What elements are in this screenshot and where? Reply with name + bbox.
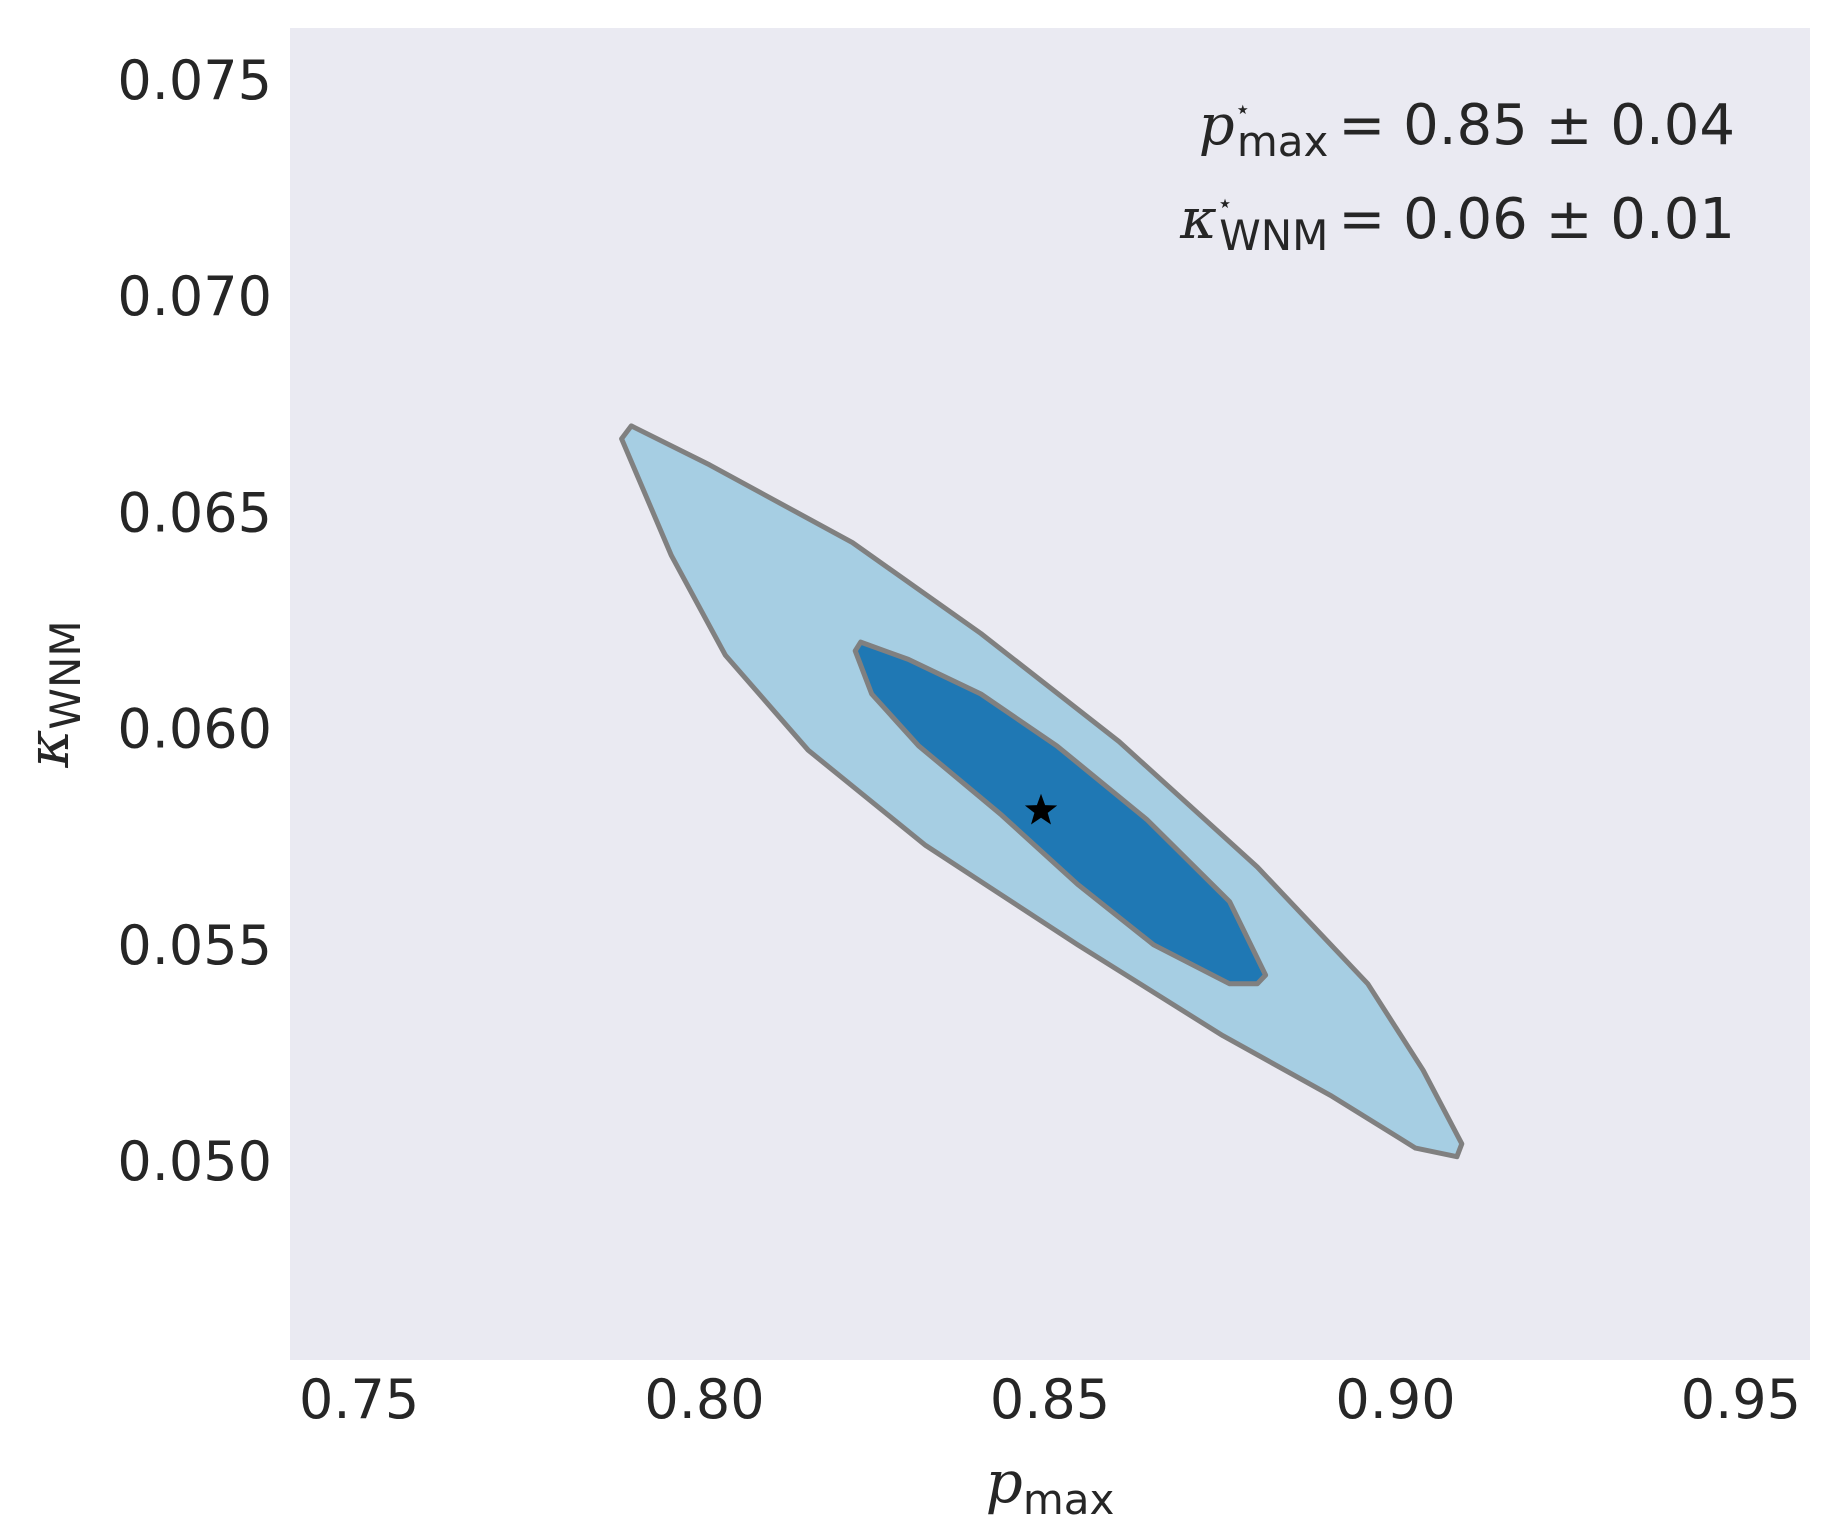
y-tick-label: 0.065 <box>117 481 272 544</box>
annotation-kappa: κ⋆ WNM = 0.06 ± 0.01 <box>1179 187 1735 260</box>
x-tick-label: 0.95 <box>1681 1368 1801 1431</box>
x-tick-label: 0.85 <box>990 1368 1110 1431</box>
contour-region-inner <box>852 639 1269 987</box>
y-tick-label: 0.060 <box>117 698 272 761</box>
annotation-pmax: p⋆ max = 0.85 ± 0.04 <box>1199 93 1735 166</box>
y-axis-ticks: 0.050 0.055 0.060 0.065 0.070 0.075 <box>117 49 272 1193</box>
x-axis-label: pmax <box>986 1448 1115 1524</box>
y-tick-label: 0.050 <box>117 1130 272 1193</box>
x-tick-label: 0.80 <box>644 1368 764 1431</box>
y-tick-label: 0.070 <box>117 265 272 328</box>
x-tick-label: 0.75 <box>299 1368 419 1431</box>
best-fit-layer <box>1024 793 1058 825</box>
y-tick-label: 0.055 <box>117 914 272 977</box>
x-tick-label: 0.90 <box>1335 1368 1455 1431</box>
best-fit-star-marker <box>1024 793 1058 825</box>
y-axis-label: κWNM <box>14 620 90 768</box>
x-axis-ticks: 0.75 0.80 0.85 0.90 0.95 <box>299 1368 1801 1431</box>
y-tick-label: 0.075 <box>117 49 272 112</box>
contour-regions <box>619 423 1465 1160</box>
